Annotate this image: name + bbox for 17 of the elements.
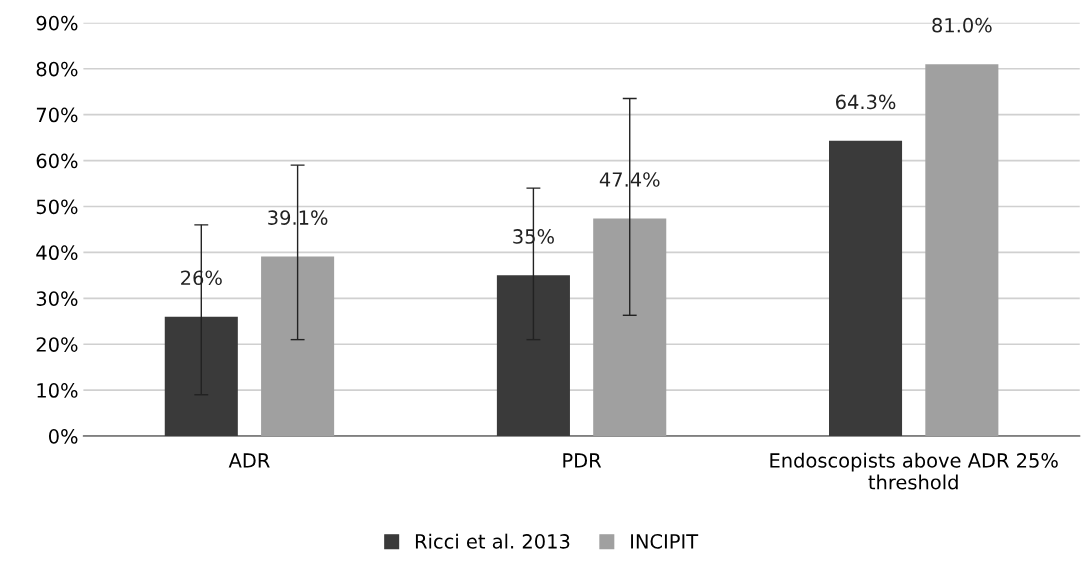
x-tick-label: PDR — [563, 453, 602, 468]
y-tick-label: 10% — [37, 383, 78, 398]
y-tick-label: 80% — [36, 61, 78, 77]
legend-label: INCIPIT — [631, 534, 699, 549]
y-tick-label: 50% — [36, 199, 78, 215]
y-tick-label: 30% — [36, 291, 78, 306]
y-tick-label: 40% — [36, 245, 78, 261]
y-tick-label: 70% — [36, 107, 78, 123]
legend-label: Ricci et al. 2013 — [415, 533, 570, 549]
y-tick-label: 0% — [48, 429, 78, 444]
x-tick-label: ADR — [228, 453, 270, 468]
y-tick-label: 20% — [36, 337, 78, 352]
data-label: 64.3% — [836, 94, 896, 110]
y-tick-label: 60% — [36, 153, 78, 169]
x-tick-label: Endoscopists above ADR 25% threshold — [770, 452, 1058, 490]
y-tick-label: 90% — [36, 15, 78, 31]
data-label: 81.0% — [932, 17, 992, 33]
